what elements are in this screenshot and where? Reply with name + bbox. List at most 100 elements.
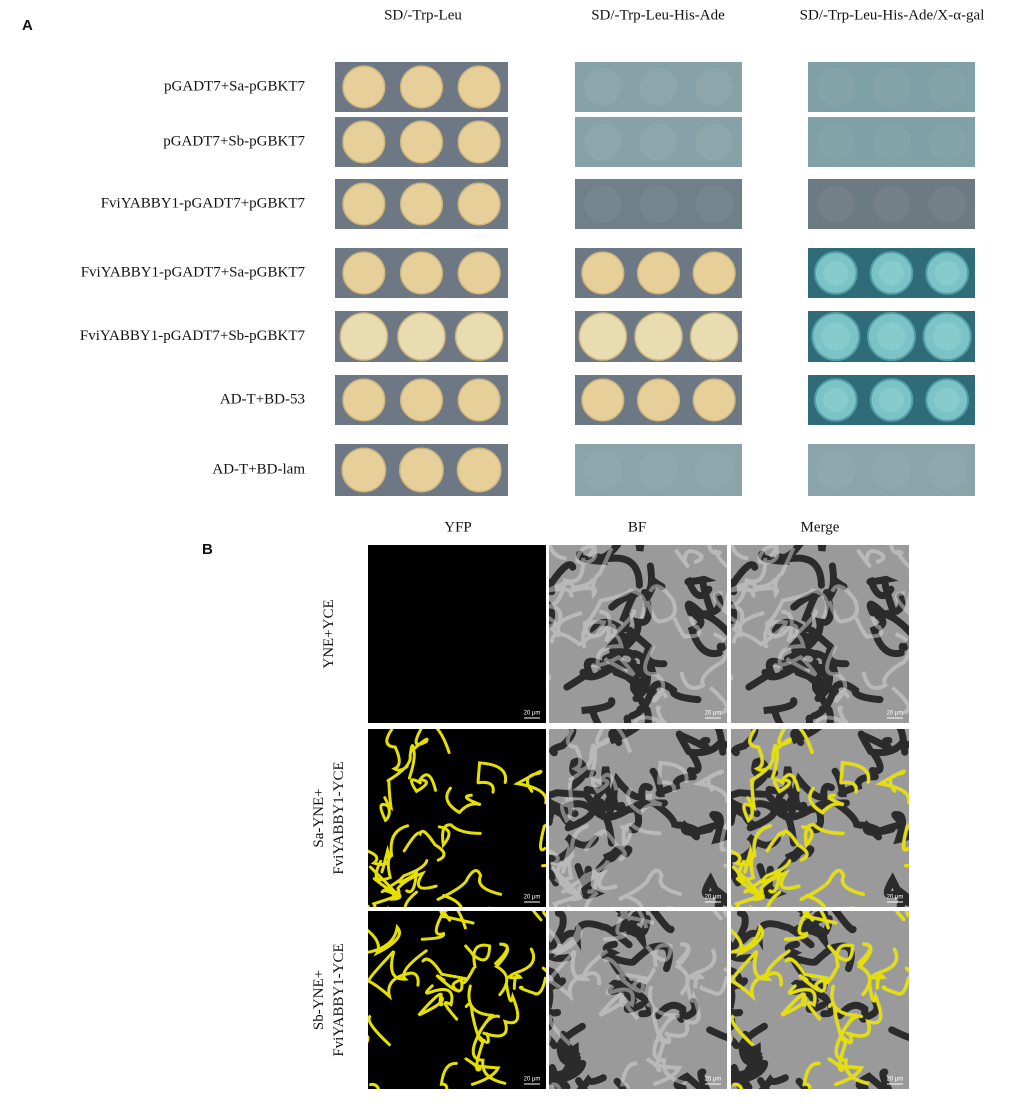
- yeast-plate: [335, 117, 508, 167]
- faint-spot: [816, 450, 856, 490]
- yeast-colony: [342, 378, 386, 422]
- yeast-plate: [575, 248, 742, 298]
- plate-background: [575, 444, 742, 496]
- faint-spot: [639, 68, 678, 106]
- faint-spot: [639, 123, 678, 161]
- row-label: AD-T+BD-lam: [212, 461, 305, 477]
- micrograph: [549, 729, 727, 907]
- column-header: SD/-Trp-Leu-His-Ade/X-α-gal: [800, 7, 985, 23]
- faint-spot: [817, 123, 855, 161]
- panel-label: A: [22, 17, 33, 34]
- yeast-plate: [575, 179, 742, 229]
- yeast-colony: [399, 447, 444, 493]
- yeast-colony: [399, 120, 444, 164]
- micrograph: [549, 911, 727, 1089]
- yeast-plate: [808, 62, 975, 112]
- scale-bar-label: 20 μm: [887, 1077, 904, 1083]
- yeast-colony: [692, 251, 736, 295]
- cell-outline: [549, 545, 727, 723]
- colony-center: [823, 260, 849, 286]
- faint-spot: [872, 123, 911, 161]
- cell-highlight: [549, 729, 727, 907]
- faint-spot: [584, 68, 622, 106]
- plate-background: [808, 444, 975, 496]
- micrograph: [731, 545, 909, 723]
- faint-spot: [695, 123, 733, 161]
- row-label-line: FviYABBY1-YCE: [331, 761, 347, 874]
- yeast-colony: [578, 312, 628, 361]
- colony-center: [933, 322, 962, 351]
- row-label: Sb-YNE+ FviYABBY1-YCE: [311, 943, 347, 1056]
- yeast-colony: [454, 312, 504, 361]
- yeast-colony: [399, 251, 444, 295]
- cell-highlight: [549, 545, 727, 723]
- faint-spot: [817, 185, 855, 223]
- row-label: Sa-YNE+ FviYABBY1-YCE: [311, 761, 347, 874]
- yfp-signal: [368, 911, 546, 1089]
- scale-bar-label: 20 μm: [887, 895, 904, 901]
- yeast-plate: [335, 248, 508, 298]
- column-header: Merge: [801, 519, 840, 535]
- column-header: SD/-Trp-Leu-His-Ade: [591, 7, 725, 23]
- faint-spot: [872, 185, 911, 223]
- yeast-plate: [575, 62, 742, 112]
- colony-center: [823, 387, 849, 413]
- colony-center: [878, 260, 905, 286]
- yeast-colony: [581, 378, 625, 422]
- yeast-colony: [342, 251, 386, 295]
- yeast-plate: [335, 375, 508, 425]
- scale-bar-label: 20 μm: [705, 895, 722, 901]
- yeast-colony: [397, 312, 446, 361]
- scale-bar-label: 20 μm: [887, 711, 904, 717]
- faint-spot: [583, 450, 623, 490]
- faint-spot: [695, 68, 733, 106]
- yeast-colony: [457, 182, 501, 226]
- micrograph: [368, 911, 546, 1089]
- yeast-colony: [399, 378, 444, 422]
- yfp-signal: [731, 729, 909, 907]
- yeast-plate: [808, 248, 975, 298]
- yeast-colony: [692, 378, 736, 422]
- colony-center: [878, 387, 905, 413]
- faint-spot: [871, 450, 912, 490]
- yeast-plate: [575, 444, 742, 496]
- yeast-plate: [335, 62, 508, 112]
- scale-bar-label: 20 μm: [705, 1077, 722, 1083]
- panel-label: B: [202, 541, 213, 558]
- faint-spot: [694, 450, 734, 490]
- row-label: FviYABBY1-pGADT7+Sb-pGBKT7: [80, 328, 306, 344]
- micrograph: [731, 911, 909, 1089]
- yeast-plate: [335, 311, 508, 362]
- colony-center: [821, 322, 850, 351]
- plate-background: [808, 117, 975, 167]
- faint-spot: [584, 123, 622, 161]
- faint-spot: [638, 450, 679, 490]
- yeast-plate: [575, 375, 742, 425]
- plate-background: [575, 179, 742, 229]
- yeast-plate: [335, 179, 508, 229]
- scale-bar-label: 20 μm: [705, 711, 722, 717]
- faint-spot: [927, 450, 967, 490]
- yeast-plate: [808, 179, 975, 229]
- yeast-colony: [457, 378, 501, 422]
- row-label-line: Sa-YNE+: [311, 788, 327, 847]
- faint-spot: [584, 185, 622, 223]
- plate-background: [808, 179, 975, 229]
- yeast-plate: [575, 117, 742, 167]
- micrograph: [368, 545, 546, 723]
- image-background: [368, 729, 546, 907]
- yeast-plate: [808, 444, 975, 496]
- yeast-plate: [808, 117, 975, 167]
- row-label-line: FviYABBY1-YCE: [331, 943, 347, 1056]
- row-label: AD-T+BD-53: [220, 391, 305, 407]
- image-background: [368, 545, 546, 723]
- faint-spot: [928, 185, 966, 223]
- cell-highlight: [731, 545, 909, 723]
- row-label-line: YNE+YCE: [321, 599, 337, 668]
- yeast-colony: [636, 378, 681, 422]
- yeast-plate: [808, 311, 975, 362]
- row-label: pGADT7+Sa-pGBKT7: [164, 78, 305, 94]
- plate-background: [575, 117, 742, 167]
- yeast-colony: [457, 65, 501, 109]
- row-label: FviYABBY1-pGADT7+pGBKT7: [101, 195, 306, 211]
